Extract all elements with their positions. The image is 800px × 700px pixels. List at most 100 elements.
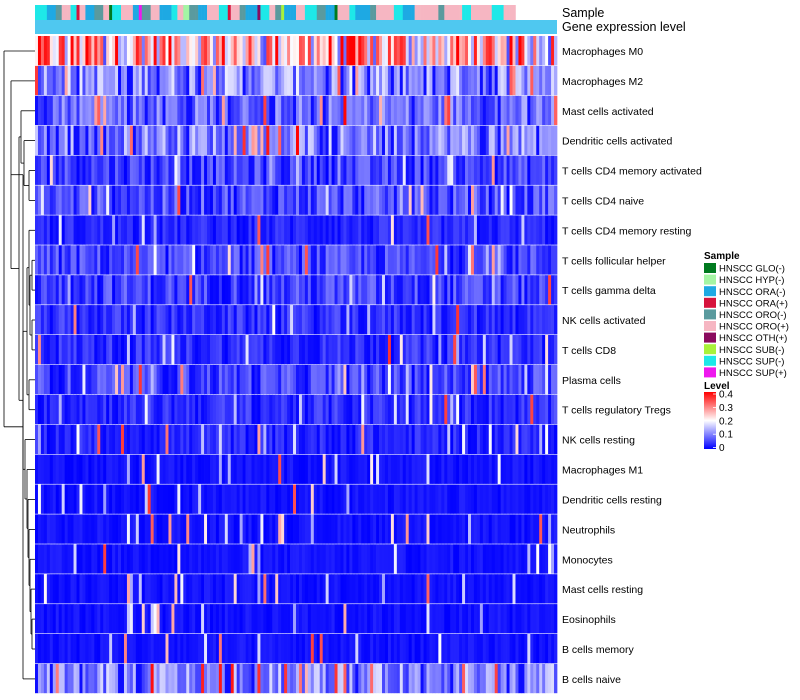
heatmap-cell	[337, 215, 341, 245]
heatmap-cell	[129, 604, 134, 634]
heatmap-cell	[548, 65, 552, 96]
heatmap-cell	[441, 125, 445, 155]
heatmap-cell	[209, 484, 214, 514]
heatmap-cell	[121, 245, 125, 275]
sample-track-cell	[138, 5, 143, 20]
heatmap-cell	[94, 245, 98, 275]
heatmap-cell	[521, 36, 525, 66]
heatmap-cell	[245, 275, 249, 305]
heatmap-cell	[192, 454, 196, 484]
heatmap-cell	[91, 215, 95, 245]
heatmap-cell	[132, 574, 137, 604]
heatmap-cell	[417, 155, 421, 185]
heatmap-cell	[64, 484, 68, 514]
heatmap-cell	[174, 514, 178, 544]
heatmap-cell	[459, 275, 463, 305]
heatmap-cell	[491, 394, 496, 425]
heatmap-cell	[444, 514, 448, 544]
heatmap-cell	[85, 514, 89, 544]
heatmap-cell	[376, 245, 380, 275]
heatmap-cell	[278, 454, 282, 484]
heatmap-cell	[180, 245, 184, 275]
heatmap-cell	[417, 394, 421, 425]
heatmap-cell	[212, 185, 217, 215]
heatmap-cell	[468, 275, 472, 305]
heatmap-cell	[494, 335, 499, 365]
heatmap-cell	[352, 514, 356, 544]
heatmap-cell	[476, 663, 481, 694]
heatmap-cell	[248, 544, 252, 574]
heatmap-cell	[361, 574, 365, 604]
heatmap-cell	[195, 484, 199, 514]
heatmap-cell	[337, 604, 341, 634]
heatmap-cell	[548, 125, 552, 155]
heatmap-cell	[343, 544, 347, 574]
heatmap-cell	[269, 215, 273, 245]
heatmap-cell	[536, 604, 540, 634]
heatmap-cell	[444, 245, 448, 275]
heatmap-cell	[52, 364, 57, 395]
heatmap-cell	[301, 454, 306, 484]
heatmap-cell	[551, 215, 555, 245]
heatmap-cell	[67, 454, 71, 484]
heatmap-cell	[153, 65, 157, 96]
heatmap-cell	[254, 335, 258, 365]
heatmap-cell	[444, 604, 448, 634]
sample-track-cell	[209, 5, 214, 20]
heatmap-cell	[257, 604, 261, 634]
heatmap-cell	[97, 125, 101, 155]
sample-track-cell	[301, 5, 306, 20]
heatmap-cell	[290, 514, 294, 544]
heatmap-cell	[290, 604, 294, 634]
heatmap-cell	[123, 275, 128, 305]
heatmap-cell	[275, 394, 279, 425]
heatmap-cell	[450, 155, 454, 185]
heatmap-cell	[153, 634, 157, 664]
heatmap-cell	[500, 95, 504, 126]
sample-track-cell	[367, 5, 371, 20]
heatmap-cell	[479, 574, 484, 604]
heatmap-cell	[129, 185, 134, 215]
heatmap-cell	[322, 663, 327, 694]
heatmap-cell	[435, 364, 439, 395]
heatmap-cell	[468, 454, 472, 484]
heatmap-cell	[506, 544, 510, 574]
heatmap-cell	[266, 125, 270, 155]
heatmap-cell	[521, 514, 525, 544]
heatmap-cell	[373, 364, 377, 395]
heatmap-cell	[387, 245, 392, 275]
heatmap-cell	[476, 155, 481, 185]
sample-track-cell	[221, 5, 226, 20]
heatmap-cell	[441, 185, 445, 215]
heatmap-cell	[263, 95, 267, 126]
heatmap-cell	[224, 245, 229, 275]
heatmap-cell	[405, 36, 410, 66]
heatmap-cell	[304, 663, 309, 694]
heatmap-cell	[212, 65, 217, 96]
heatmap-cell	[506, 95, 510, 126]
heatmap-cell	[165, 155, 169, 185]
heatmap-cell	[376, 65, 380, 96]
heatmap-cell	[524, 663, 528, 694]
heatmap-cell	[518, 574, 522, 604]
heatmap-cell	[390, 663, 395, 694]
heatmap-cell	[447, 454, 451, 484]
heatmap-cell	[432, 394, 436, 425]
heatmap-cell	[257, 305, 261, 335]
heatmap-cell	[269, 305, 273, 335]
heatmap-cell	[61, 305, 66, 335]
heatmap-cell	[55, 36, 60, 66]
heatmap-cell	[245, 65, 249, 96]
heatmap-cell	[73, 155, 77, 185]
heatmap-cell	[284, 454, 288, 484]
heatmap-cell	[94, 544, 98, 574]
sample-track-cell	[444, 5, 448, 20]
sample-track-cell	[212, 5, 217, 20]
sample-track-cell	[230, 5, 235, 20]
heatmap-cell	[159, 604, 163, 634]
heatmap-cell	[94, 185, 98, 215]
heatmap-cell	[296, 36, 300, 66]
heatmap-cell	[112, 574, 116, 604]
heatmap-cell	[355, 185, 359, 215]
heatmap-cell	[35, 65, 39, 96]
